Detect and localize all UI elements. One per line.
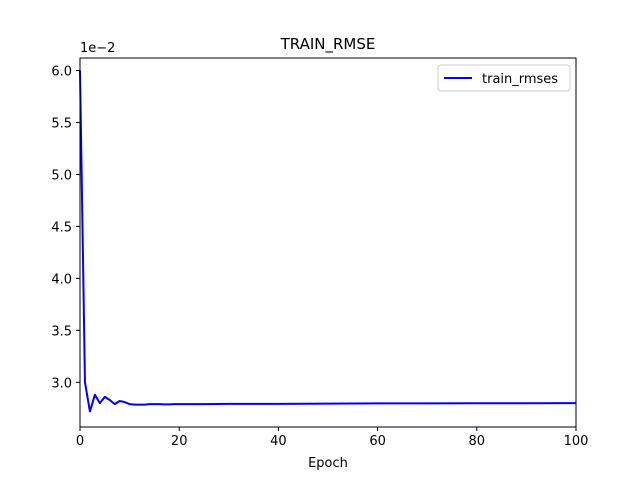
y-tick-label: 4.5 (51, 220, 72, 235)
x-tick-label: 20 (171, 434, 188, 449)
y-tick-label: 3.5 (51, 324, 72, 339)
plot-frame (79, 57, 577, 428)
x-tick-label: 60 (369, 434, 386, 449)
x-tick-label: 0 (76, 434, 84, 449)
x-axis-title: Epoch (308, 456, 348, 471)
legend-label: train_rmses (482, 72, 558, 87)
plot-area: 0 20 40 60 80 100 3.0 3.5 4.0 4.5 5.0 5.5 6.0 train_r… (51, 57, 589, 449)
x-tick-label: 80 (469, 434, 486, 449)
y-tick-label: 4.0 (51, 272, 72, 287)
y-tick-label: 3.0 (51, 376, 72, 391)
x-tick-label: 100 (564, 434, 589, 449)
y-offset-label: 1e−2 (80, 41, 115, 56)
y-tick-label: 5.0 (51, 168, 72, 183)
y-tick-label: 5.5 (51, 116, 72, 131)
y-tick-label: 6.0 (51, 64, 72, 79)
legend-box (437, 64, 571, 92)
x-tick-label: 40 (270, 434, 287, 449)
series-line-train_rmses (79, 70, 577, 413)
chart-title: TRAIN_RMSE (280, 35, 376, 54)
